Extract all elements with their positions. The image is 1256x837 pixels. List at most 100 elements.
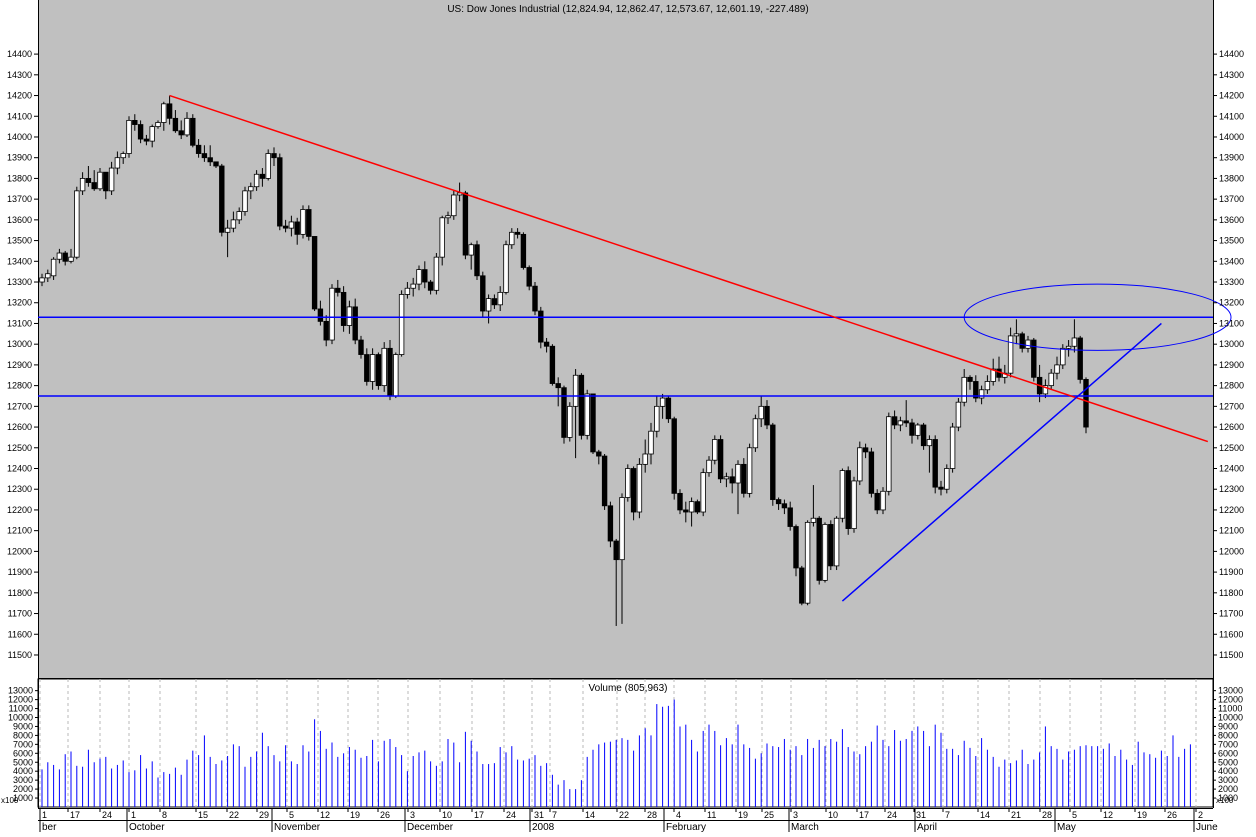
candle-body: [973, 381, 979, 399]
candle-body: [451, 194, 457, 217]
candle-body: [108, 167, 115, 192]
price-tick-label-right: 11700: [1219, 609, 1243, 619]
price-tick-label-right: 12900: [1219, 360, 1244, 370]
candle-body: [259, 173, 266, 179]
candle-body: [50, 258, 57, 277]
price-tick-label-left: 13300: [7, 277, 32, 287]
candle-body: [915, 424, 921, 436]
price-tick-label-right: 12700: [1219, 401, 1244, 411]
candle-body: [729, 476, 735, 484]
date-tick-label: 25: [764, 810, 774, 820]
candle-body: [375, 354, 382, 387]
candle-body: [630, 468, 637, 513]
price-tick-label-right: 11800: [1219, 588, 1243, 598]
candle-body: [352, 306, 358, 341]
candle-body: [485, 298, 492, 312]
price-tick-label-right: 14000: [1219, 132, 1244, 142]
candle-body: [288, 221, 295, 229]
price-tick-label-left: 12200: [7, 505, 32, 515]
candle-body: [532, 285, 538, 312]
volume-tick-label-right: 2000: [1218, 784, 1238, 794]
price-tick-label-right: 12400: [1219, 464, 1244, 474]
price-tick-label-right: 12800: [1219, 381, 1244, 391]
candle-body: [126, 120, 132, 154]
candle-body: [335, 287, 341, 293]
candle-body: [201, 153, 208, 159]
date-tick-label: 10: [828, 810, 838, 820]
volume-tick-label-right: 7000: [1218, 739, 1238, 749]
candle-body: [103, 171, 109, 192]
price-axis: 11500 11500 11600 11600 11700 11700 11800 11800…: [7, 49, 1244, 660]
candle-body: [642, 453, 648, 465]
candle-body: [851, 480, 857, 529]
price-tick-label-right: 11500: [1219, 650, 1243, 660]
candle-body: [114, 157, 121, 169]
candle-body: [1065, 345, 1072, 349]
price-tick-label-left: 12400: [7, 464, 32, 474]
candle-body: [990, 368, 996, 382]
candle-body: [1048, 372, 1054, 387]
candle-body: [955, 401, 962, 428]
candle-body: [393, 354, 399, 397]
candle-body: [683, 509, 689, 513]
candle-body: [85, 178, 92, 183]
candle-body: [654, 405, 660, 432]
price-tick-label-right: 12200: [1219, 505, 1244, 515]
candle-body: [514, 231, 521, 235]
volume-tick-label-left: 10000: [8, 713, 33, 723]
candle-body: [387, 347, 393, 397]
candle-body: [39, 277, 45, 283]
price-tick-label-left: 11500: [8, 650, 32, 660]
candle-body: [857, 447, 863, 482]
candle-body: [230, 219, 237, 229]
candle-body: [271, 153, 277, 159]
month-label: April: [917, 822, 937, 832]
price-plot-area: [38, 0, 1213, 678]
price-tick-label-right: 13500: [1219, 236, 1244, 246]
candle-body: [706, 459, 712, 474]
candle-body: [897, 420, 904, 426]
candle-body: [799, 567, 805, 604]
month-label: June: [1196, 822, 1218, 832]
price-tick-label-right: 14200: [1219, 91, 1244, 101]
candle-body: [74, 190, 80, 258]
candles: [39, 95, 1089, 626]
candle-body: [445, 215, 451, 219]
candle-body: [526, 267, 532, 287]
candle-body: [590, 393, 596, 453]
candle-body: [62, 252, 68, 262]
candle-body: [1019, 333, 1025, 349]
candle-body: [845, 470, 851, 529]
price-tick-label-left: 12600: [7, 422, 32, 432]
candle-body: [277, 157, 283, 227]
volume-multiplier-right: x100: [1216, 796, 1234, 805]
candle-body: [688, 501, 695, 513]
candle-body: [398, 294, 405, 355]
candle-body: [758, 405, 764, 420]
volume-multiplier-left: x100: [1, 796, 19, 805]
candle-body: [793, 526, 799, 569]
month-label: March: [791, 822, 819, 832]
price-tick-label-left: 11600: [8, 629, 32, 639]
candle-body: [572, 374, 579, 407]
price-tick-label-left: 14000: [7, 132, 32, 142]
volume-tick-label-left: 7000: [13, 739, 33, 749]
candle-body: [422, 269, 428, 283]
candle-body: [677, 492, 683, 511]
candle-body: [926, 439, 933, 447]
month-label: November: [274, 822, 321, 832]
candle-body: [752, 418, 759, 449]
month-label: October: [129, 822, 165, 832]
price-tick-label-right: 12600: [1219, 422, 1244, 432]
volume-tick-label-left: 5000: [13, 757, 33, 767]
price-tick-label-right: 13000: [1219, 339, 1244, 349]
date-tick-label: 15: [198, 810, 208, 820]
date-tick-label: 24: [506, 810, 516, 820]
candle-body: [149, 126, 155, 142]
candle-body: [967, 376, 973, 382]
volume-tick-label-right: 8000: [1218, 730, 1238, 740]
candle-body: [1083, 379, 1089, 428]
volume-tick-label-right: 6000: [1218, 748, 1238, 758]
date-tick-label: 19: [350, 810, 360, 820]
